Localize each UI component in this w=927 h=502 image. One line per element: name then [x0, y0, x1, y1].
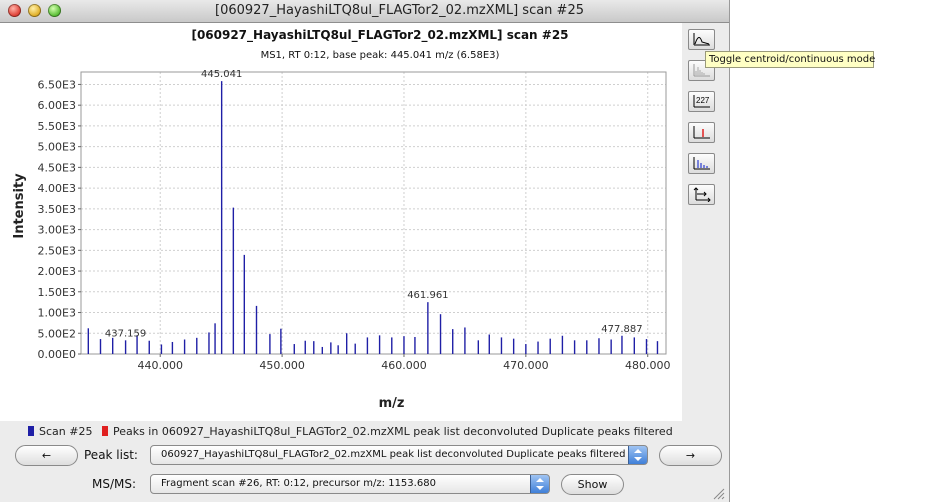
peak-list-label: Peak list:	[84, 448, 138, 462]
annotation-icon-text: 227	[696, 96, 710, 105]
x-tick-label: 480.000	[625, 359, 671, 372]
y-tick-label: 5.00E2	[38, 327, 76, 340]
minimize-window-button[interactable]	[28, 4, 41, 17]
legend-swatch-scan	[28, 426, 34, 436]
toggle-picked-peaks-button[interactable]	[688, 122, 715, 143]
x-tick-label: 460.000	[381, 359, 427, 372]
axes-icon	[693, 187, 711, 202]
chart-subtitle: MS1, RT 0:12, base peak: 445.041 m/z (6.…	[260, 50, 500, 61]
annotation-icon: 227	[693, 95, 710, 108]
x-tick-label: 450.000	[259, 359, 305, 372]
title-bar[interactable]: [060927_HayashiLTQ8ul_FLAGTor2_02.mzXML]…	[0, 0, 729, 23]
dataset-icon	[693, 64, 710, 77]
legend-swatch-peaks	[101, 426, 108, 436]
y-tick-label: 4.50E3	[38, 161, 76, 174]
msms-scan-value: Fragment scan #26, RT: 0:12, precursor m…	[161, 478, 436, 489]
next-scan-button[interactable]: →	[659, 445, 722, 466]
previous-scan-button[interactable]: ←	[15, 445, 78, 466]
centroid-continuous-icon	[693, 33, 710, 46]
zoom-window-button[interactable]	[48, 4, 61, 17]
spectrum-plot[interactable]: 0.00E0 5.00E2 1.00E3 1.50E3 2.00E3 2.50E3 3.00…	[0, 23, 682, 421]
peak-annotation: 461.961	[407, 290, 448, 301]
y-tick-label: 6.50E3	[38, 78, 76, 91]
resize-grip-icon[interactable]	[713, 488, 725, 500]
x-tick-label: 440.000	[137, 359, 183, 372]
y-axis-label: Intensity	[12, 173, 27, 239]
msms-dropdown-arrow-icon[interactable]	[530, 475, 549, 493]
chart-legend: Scan #25 Peaks in 060927_HayashiLTQ8ul_F…	[28, 425, 673, 438]
window-title: [060927_HayashiLTQ8ul_FLAGTor2_02.mzXML]…	[215, 3, 584, 18]
y-tick-label: 3.50E3	[38, 203, 76, 216]
picked-peaks-icon	[693, 126, 710, 139]
y-tick-label: 5.50E3	[38, 120, 76, 133]
msms-scan-select[interactable]: Fragment scan #26, RT: 0:12, precursor m…	[150, 474, 550, 494]
plot-frame	[80, 71, 667, 355]
spectrum-chart-panel[interactable]: [060927_HayashiLTQ8ul_FLAGTor2_02.mzXML]…	[0, 23, 682, 421]
y-tick-label: 2.00E3	[38, 265, 76, 278]
y-tick-label: 5.00E3	[38, 141, 76, 154]
y-tick-label: 1.00E3	[38, 307, 76, 320]
peak-list-value: 060927_HayashiLTQ8ul_FLAGTor2_02.mzXML p…	[161, 449, 626, 460]
peak-list-dropdown-arrow-icon[interactable]	[628, 446, 647, 464]
toolbar-tooltip: Toggle centroid/continuous mode	[705, 51, 875, 68]
msms-label: MS/MS:	[92, 477, 137, 491]
legend-label-peaks: Peaks in 060927_HayashiLTQ8ul_FLAGTor2_0…	[112, 425, 673, 438]
peak-annotation: 477.887	[601, 324, 642, 335]
peak-list-select[interactable]: 060927_HayashiLTQ8ul_FLAGTor2_02.mzXML p…	[150, 445, 648, 465]
toggle-centroid-button[interactable]	[688, 29, 715, 50]
spectrum-window: [060927_HayashiLTQ8ul_FLAGTor2_02.mzXML]…	[0, 0, 730, 502]
y-tick-label: 6.00E3	[38, 99, 76, 112]
peak-annotation: 445.041	[201, 69, 242, 80]
toggle-isotope-button[interactable]	[688, 153, 715, 174]
isotope-peaks-icon	[693, 157, 710, 170]
legend-label-scan: Scan #25	[39, 425, 93, 438]
y-tick-label: 1.50E3	[38, 286, 76, 299]
close-window-button[interactable]	[8, 4, 21, 17]
x-tick-label: 470.000	[503, 359, 549, 372]
toggle-annotation-button[interactable]: 227	[688, 91, 715, 112]
y-tick-label: 2.50E3	[38, 244, 76, 257]
peak-annotation: 437.159	[105, 328, 146, 339]
chart-title: [060927_HayashiLTQ8ul_FLAGTor2_02.mzXML]…	[191, 28, 569, 42]
show-msms-button[interactable]: Show	[561, 474, 624, 495]
y-tick-label: 0.00E0	[38, 348, 76, 361]
y-tick-label: 3.00E3	[38, 224, 76, 237]
x-axis-label: m/z	[379, 396, 405, 411]
y-tick-label: 4.00E3	[38, 182, 76, 195]
set-axes-button[interactable]	[688, 184, 715, 205]
